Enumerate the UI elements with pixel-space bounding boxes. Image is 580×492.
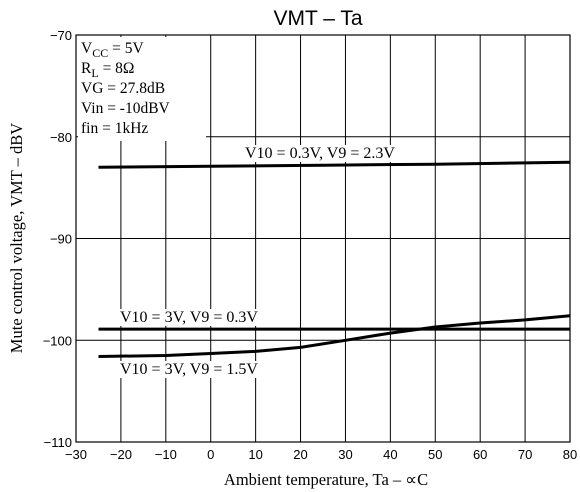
y-tick-label: −70 [50, 28, 72, 43]
series-lines [98, 160, 571, 358]
series-labels: V10 = 0.3V, V9 = 2.3V V10 = 3V, V9 = 0.3V… [118, 145, 398, 378]
x-tick-label: 80 [563, 447, 577, 462]
chart-title: VMT – Ta [273, 7, 362, 30]
x-tick-labels: −30 −20 −10 0 10 20 30 40 50 60 70 80 [65, 447, 577, 462]
x-tick-label: 0 [207, 447, 214, 462]
x-tick-label: 40 [383, 447, 397, 462]
series-label-3: V10 = 3V, V9 = 1.5V [120, 361, 258, 378]
x-tick-label: 20 [293, 447, 307, 462]
condition-line: VG = 27.8dB [81, 80, 165, 97]
y-tick-label: −80 [50, 130, 72, 145]
series-line-1 [98, 160, 571, 169]
x-tick-label: −30 [65, 447, 87, 462]
x-tick-label: −20 [110, 447, 132, 462]
x-tick-label: 70 [518, 447, 532, 462]
y-tick-label: −90 [50, 232, 72, 247]
series-label-1: V10 = 0.3V, V9 = 2.3V [245, 145, 395, 162]
series-line-3 [98, 314, 571, 358]
x-tick-label: −10 [155, 447, 177, 462]
x-tick-label: 60 [473, 447, 487, 462]
x-axis-label: Ambient temperature, Ta – ∝C [224, 470, 428, 489]
plot-frame [75, 34, 571, 443]
y-axis-label: Mute control voltage, VMT – dBV [7, 123, 26, 353]
series-label-2: V10 = 3V, V9 = 0.3V [120, 309, 258, 326]
condition-line: Vin = -10dBV [81, 100, 171, 117]
x-tick-label: 30 [338, 447, 352, 462]
condition-line: fin = 1kHz [81, 120, 148, 137]
y-tick-labels: −70 −80 −90 −100 −110 [43, 28, 72, 450]
condition-line: VCC = 5V [81, 40, 144, 60]
y-tick-label: −110 [44, 435, 72, 450]
x-tick-label: 50 [428, 447, 442, 462]
x-tick-label: 10 [248, 447, 262, 462]
condition-line: RL = 8Ω [81, 60, 134, 80]
y-tick-label: −100 [43, 333, 72, 348]
